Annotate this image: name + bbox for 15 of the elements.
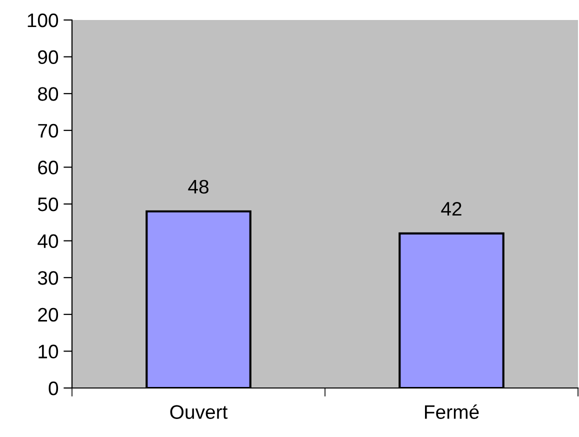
y-tick-label: 90 [38, 50, 58, 64]
y-tick-label: 70 [38, 124, 58, 138]
y-tick-label: 60 [38, 160, 58, 174]
data-label: 42 [441, 202, 462, 216]
x-tick-label: Fermé [425, 404, 479, 419]
y-tick-label: 40 [38, 234, 58, 248]
y-tick-label: 20 [38, 308, 58, 322]
y-tick-label: 10 [38, 344, 58, 358]
x-tick-label: Ouvert [170, 405, 228, 419]
y-tick-label: 100 [28, 13, 58, 28]
y-tick-label: 50 [38, 197, 58, 212]
data-label: 48 [188, 180, 208, 194]
y-tick-label: 0 [48, 381, 58, 396]
y-tick-label: 80 [38, 87, 58, 101]
y-tick-label: 30 [38, 271, 58, 285]
